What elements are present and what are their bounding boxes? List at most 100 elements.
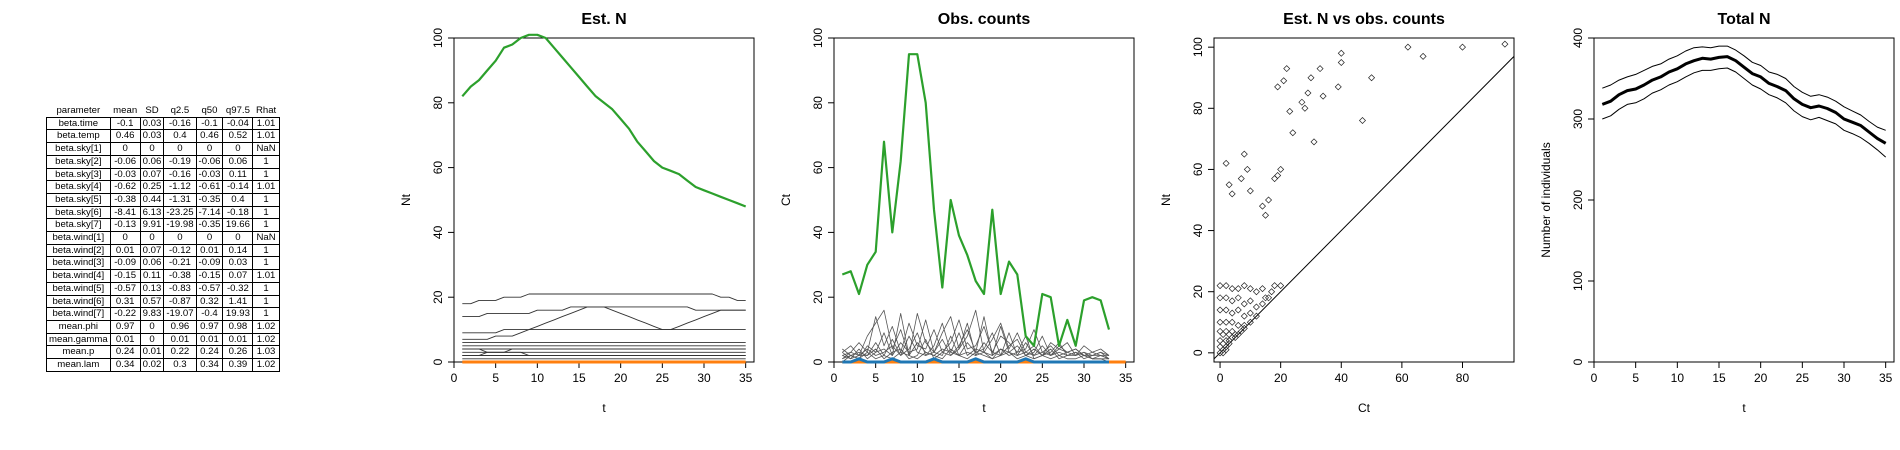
reference-line — [1213, 55, 1515, 360]
data-point — [1240, 150, 1248, 158]
data-point — [1304, 89, 1312, 97]
table-header-cell: q50 — [201, 105, 218, 116]
data-point — [1222, 306, 1230, 314]
table-cell: -0.09 — [109, 256, 141, 271]
data-point — [1216, 327, 1224, 335]
table-cell: 1 — [252, 281, 280, 296]
data-point — [1234, 321, 1242, 329]
table-cell: -7.14 — [195, 205, 224, 220]
table-cell: -0.83 — [163, 281, 197, 296]
x-tick-label: 40 — [1335, 371, 1349, 385]
table-row: beta.wind[2] 0.01 0.07 -0.12 0.01 0.14 1 — [46, 243, 280, 258]
table-cell: 0.01 — [109, 243, 141, 258]
x-tick-label: 0 — [1591, 371, 1598, 385]
y-tick-label: 200 — [1571, 190, 1585, 210]
x-axis-label: Ct — [1358, 401, 1371, 415]
x-tick-label: 0 — [831, 371, 838, 385]
data-point — [1228, 309, 1236, 317]
total-n-chart: Total N 0 5 10 15 20 25 30 35 0 100 200 300 400 t Numbe… — [1539, 11, 1895, 415]
data-point — [1222, 346, 1230, 354]
data-point — [1277, 165, 1285, 173]
table-row: beta.sky[3] -0.03 0.07 -0.16 -0.03 0.11 1 — [46, 167, 280, 182]
data-point — [1240, 324, 1248, 332]
table-cell: 0.01 — [139, 345, 165, 360]
data-point — [1246, 285, 1254, 293]
data-point — [1319, 92, 1327, 100]
highlight-series-line — [841, 53, 1111, 347]
data-point — [1262, 211, 1270, 219]
table-cell: 1.02 — [252, 319, 280, 334]
table-cell: -0.15 — [195, 269, 224, 283]
x-tick-label: 15 — [572, 371, 586, 385]
table-cell: 0.01 — [109, 332, 141, 347]
data-point — [1219, 340, 1227, 348]
table-cell: beta.wind[4] — [46, 269, 111, 283]
data-point — [1274, 83, 1282, 91]
data-point — [1265, 196, 1273, 204]
data-point — [1246, 309, 1254, 317]
highlight-series-line — [461, 33, 747, 208]
data-point — [1258, 285, 1266, 293]
chart-title: Total N — [1717, 11, 1770, 28]
table-cell: 0.97 — [195, 319, 224, 334]
data-point — [1237, 175, 1245, 183]
y-tick-label: 100 — [1571, 271, 1585, 291]
table-header-cell: q97.5 — [225, 105, 250, 116]
table-cell: -0.35 — [195, 192, 224, 207]
table-header-cell: parameter — [56, 105, 101, 116]
background-series-line — [842, 348, 1110, 363]
data-point — [1301, 104, 1309, 112]
table-cell: -0.57 — [195, 281, 224, 296]
y-tick-label: 40 — [1191, 224, 1205, 238]
table-cell: 1.41 — [222, 294, 254, 309]
table-cell: 0.39 — [222, 358, 254, 372]
table-cell: NaN — [252, 231, 280, 245]
data-point — [1240, 300, 1248, 308]
plot-frame — [1213, 37, 1515, 363]
data-point — [1231, 334, 1239, 342]
x-tick-label: 60 — [1395, 371, 1409, 385]
table-cell: -0.38 — [109, 192, 141, 207]
table-cell: 0 — [222, 142, 254, 156]
table-cell: beta.wind[5] — [46, 281, 111, 296]
table-cell: 0.25 — [139, 180, 165, 194]
data-point — [1252, 303, 1260, 311]
table-cell: 0.57 — [139, 294, 165, 309]
data-point — [1262, 294, 1270, 302]
x-tick-label: 10 — [1671, 371, 1685, 385]
table-cell: 0 — [109, 231, 141, 245]
parameter-table-header: parameter mean SD q2.5 q50 q97.5 Rhat — [47, 105, 280, 117]
data-point — [1337, 58, 1345, 66]
table-cell: 0.98 — [222, 319, 254, 334]
data-point — [1271, 175, 1279, 183]
table-cell: -0.14 — [222, 180, 254, 194]
table-cell: 0.07 — [139, 243, 165, 258]
table-cell: 0.14 — [222, 243, 254, 258]
table-cell: 0.3 — [163, 358, 197, 372]
y-tick-label: 100 — [1191, 37, 1205, 57]
background-series-line — [462, 306, 746, 318]
table-cell: -0.06 — [109, 154, 141, 169]
data-point — [1289, 129, 1297, 137]
table-cell: -0.62 — [109, 180, 141, 194]
data-point — [1228, 190, 1236, 198]
table-cell: 0 — [195, 231, 224, 245]
table-cell: 1 — [252, 243, 280, 258]
est-n-vs-obs-counts-chart: Est. N vs obs. counts 0 20 40 60 80 0 20 40 60 80 1… — [1159, 11, 1515, 415]
y-tick-label: 100 — [811, 28, 825, 48]
data-point — [1216, 349, 1224, 357]
table-cell: 19.93 — [222, 307, 254, 321]
table-cell: 1 — [252, 307, 280, 321]
data-point — [1228, 327, 1236, 335]
table-cell: 1.03 — [252, 345, 280, 360]
table-cell: 0.06 — [139, 154, 165, 169]
y-tick-label: 20 — [811, 290, 825, 304]
table-cell: 0.96 — [163, 319, 197, 334]
data-point — [1216, 337, 1224, 345]
data-point — [1283, 65, 1291, 73]
x-axis-label: t — [602, 401, 606, 415]
data-point — [1458, 43, 1466, 51]
table-header-cell: mean — [113, 105, 138, 116]
x-tick-label: 20 — [1754, 371, 1768, 385]
y-tick-label: 60 — [811, 161, 825, 175]
